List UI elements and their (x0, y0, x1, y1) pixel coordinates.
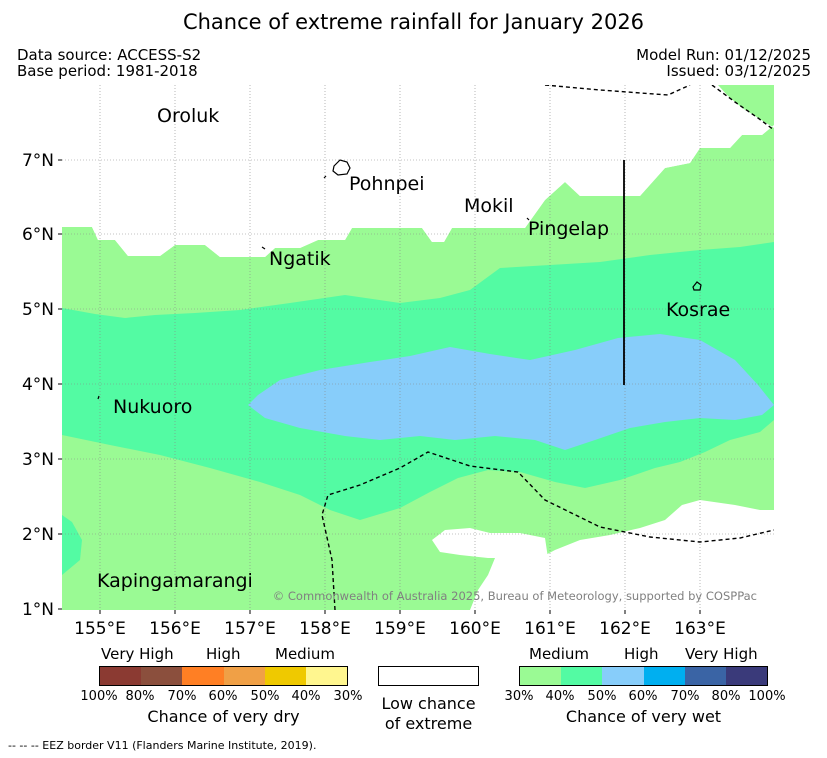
chart-title: Chance of extreme rainfall for January 2… (182, 10, 645, 34)
neutral-swatch (378, 666, 479, 686)
dry-high-label: High (206, 645, 241, 663)
wet-pct-label: 30% (504, 689, 534, 704)
dry-pct-label: 40% (291, 689, 321, 704)
place-kapingamarangi: Kapingamarangi (97, 570, 253, 592)
lat-label: 1°N (22, 600, 54, 620)
neutral-caption-line2: of extreme (384, 714, 473, 733)
wet-pct-label: 60% (628, 689, 658, 704)
lon-label: 156°E (149, 619, 201, 639)
lon-label: 160°E (449, 619, 501, 639)
low-chance-pocket (432, 528, 548, 558)
pohnpei-islet (323, 175, 327, 179)
wet-swatch (643, 667, 685, 685)
pohnpei-island (332, 159, 351, 176)
wet-colorbar (519, 666, 768, 686)
metadata-right: Model Run: 01/12/2025 Issued: 03/12/2025 (636, 47, 811, 79)
metadata-left: Data source: ACCESS-S2 Base period: 1981… (17, 47, 201, 79)
wet-swatch (561, 667, 603, 685)
place-mokil: Mokil (464, 195, 514, 217)
data-source: Data source: ACCESS-S2 (17, 46, 202, 64)
low-chance-coast-right (62, 85, 774, 257)
dry-caption: Chance of very dry (147, 707, 300, 726)
dry-pct-label: 80% (125, 689, 155, 704)
map-gridlines (62, 85, 774, 610)
lon-label: 162°E (599, 619, 651, 639)
wet-pct-label: 80% (711, 689, 741, 704)
lon-label: 155°E (74, 619, 126, 639)
dry-swatch (100, 667, 142, 685)
lon-label: 157°E (224, 619, 276, 639)
longitude-labels: 155°E 156°E 157°E 158°E 159°E 160°E 161°… (74, 619, 726, 639)
lat-label: 6°N (22, 225, 54, 245)
place-labels: Oroluk Pohnpei Mokil Pingelap Ngatik Kos… (97, 105, 730, 592)
lat-label: 2°N (22, 525, 54, 545)
dry-swatch (141, 667, 183, 685)
wet-pct-label: 40% (545, 689, 575, 704)
dry-pct-label: 50% (250, 689, 280, 704)
high-wet-patch-sw (62, 515, 82, 575)
dry-swatch (305, 667, 348, 685)
dry-colorbar (99, 666, 348, 686)
wet-swatch (602, 667, 644, 685)
dry-pct-label: 100% (80, 689, 118, 704)
lat-label: 5°N (22, 300, 54, 320)
wet-very-high-label: Very High (685, 645, 758, 663)
place-pohnpei: Pohnpei (349, 173, 425, 195)
dry-swatch (223, 667, 265, 685)
dry-swatch (182, 667, 224, 685)
lon-label: 159°E (374, 619, 426, 639)
lat-label: 4°N (22, 375, 54, 395)
wet-pct-label: 100% (748, 689, 786, 704)
latitude-labels: 7°N 6°N 5°N 4°N 3°N 2°N 1°N (22, 151, 54, 620)
dry-pct-label: 30% (333, 689, 363, 704)
eez-footnote: -- -- -- EEZ border V11 (Flanders Marine… (8, 739, 317, 752)
issued-date: Issued: 03/12/2025 (666, 62, 811, 80)
medium-wet-region-ne (718, 85, 774, 128)
place-nukuoro: Nukuoro (113, 396, 192, 418)
lon-label: 161°E (524, 619, 576, 639)
place-pingelap: Pingelap (528, 218, 609, 240)
higher-wet-core (248, 334, 774, 450)
eez-borders (321, 85, 774, 610)
place-ngatik: Ngatik (269, 248, 331, 270)
ngatik-islet (261, 246, 266, 250)
wet-swatch (520, 667, 562, 685)
lat-label: 7°N (22, 151, 54, 171)
wet-caption: Chance of very wet (565, 707, 722, 726)
model-run: Model Run: 01/12/2025 (636, 46, 811, 64)
dry-pct-label: 70% (167, 689, 197, 704)
wet-high-label: High (624, 645, 659, 663)
dry-very-high-label: Very High (101, 645, 174, 663)
tick-marks (58, 159, 701, 614)
place-oroluk: Oroluk (157, 105, 219, 127)
wet-swatch (725, 667, 768, 685)
neutral-caption-line1: Low chance (381, 694, 476, 713)
dry-swatch (264, 667, 306, 685)
lon-label: 163°E (674, 619, 726, 639)
kosrae-island (692, 281, 702, 291)
pingelap-islet (526, 217, 530, 221)
wet-swatch (684, 667, 726, 685)
lat-label: 3°N (22, 450, 54, 470)
neutral-caption: Low chance of extreme (370, 694, 487, 734)
wet-pct-label: 50% (587, 689, 617, 704)
copyright-notice: © Commonwealth of Australia 2025, Bureau… (273, 589, 757, 603)
wet-pct-label: 70% (670, 689, 700, 704)
dry-medium-label: Medium (275, 645, 335, 663)
dry-pct-label: 60% (208, 689, 238, 704)
nukuoro-islet (97, 395, 100, 400)
place-kosrae: Kosrae (666, 299, 730, 321)
lon-label: 158°E (299, 619, 351, 639)
map-field (62, 85, 774, 610)
base-period: Base period: 1981-2018 (17, 62, 198, 80)
islands (97, 159, 702, 400)
wet-medium-label: Medium (529, 645, 589, 663)
